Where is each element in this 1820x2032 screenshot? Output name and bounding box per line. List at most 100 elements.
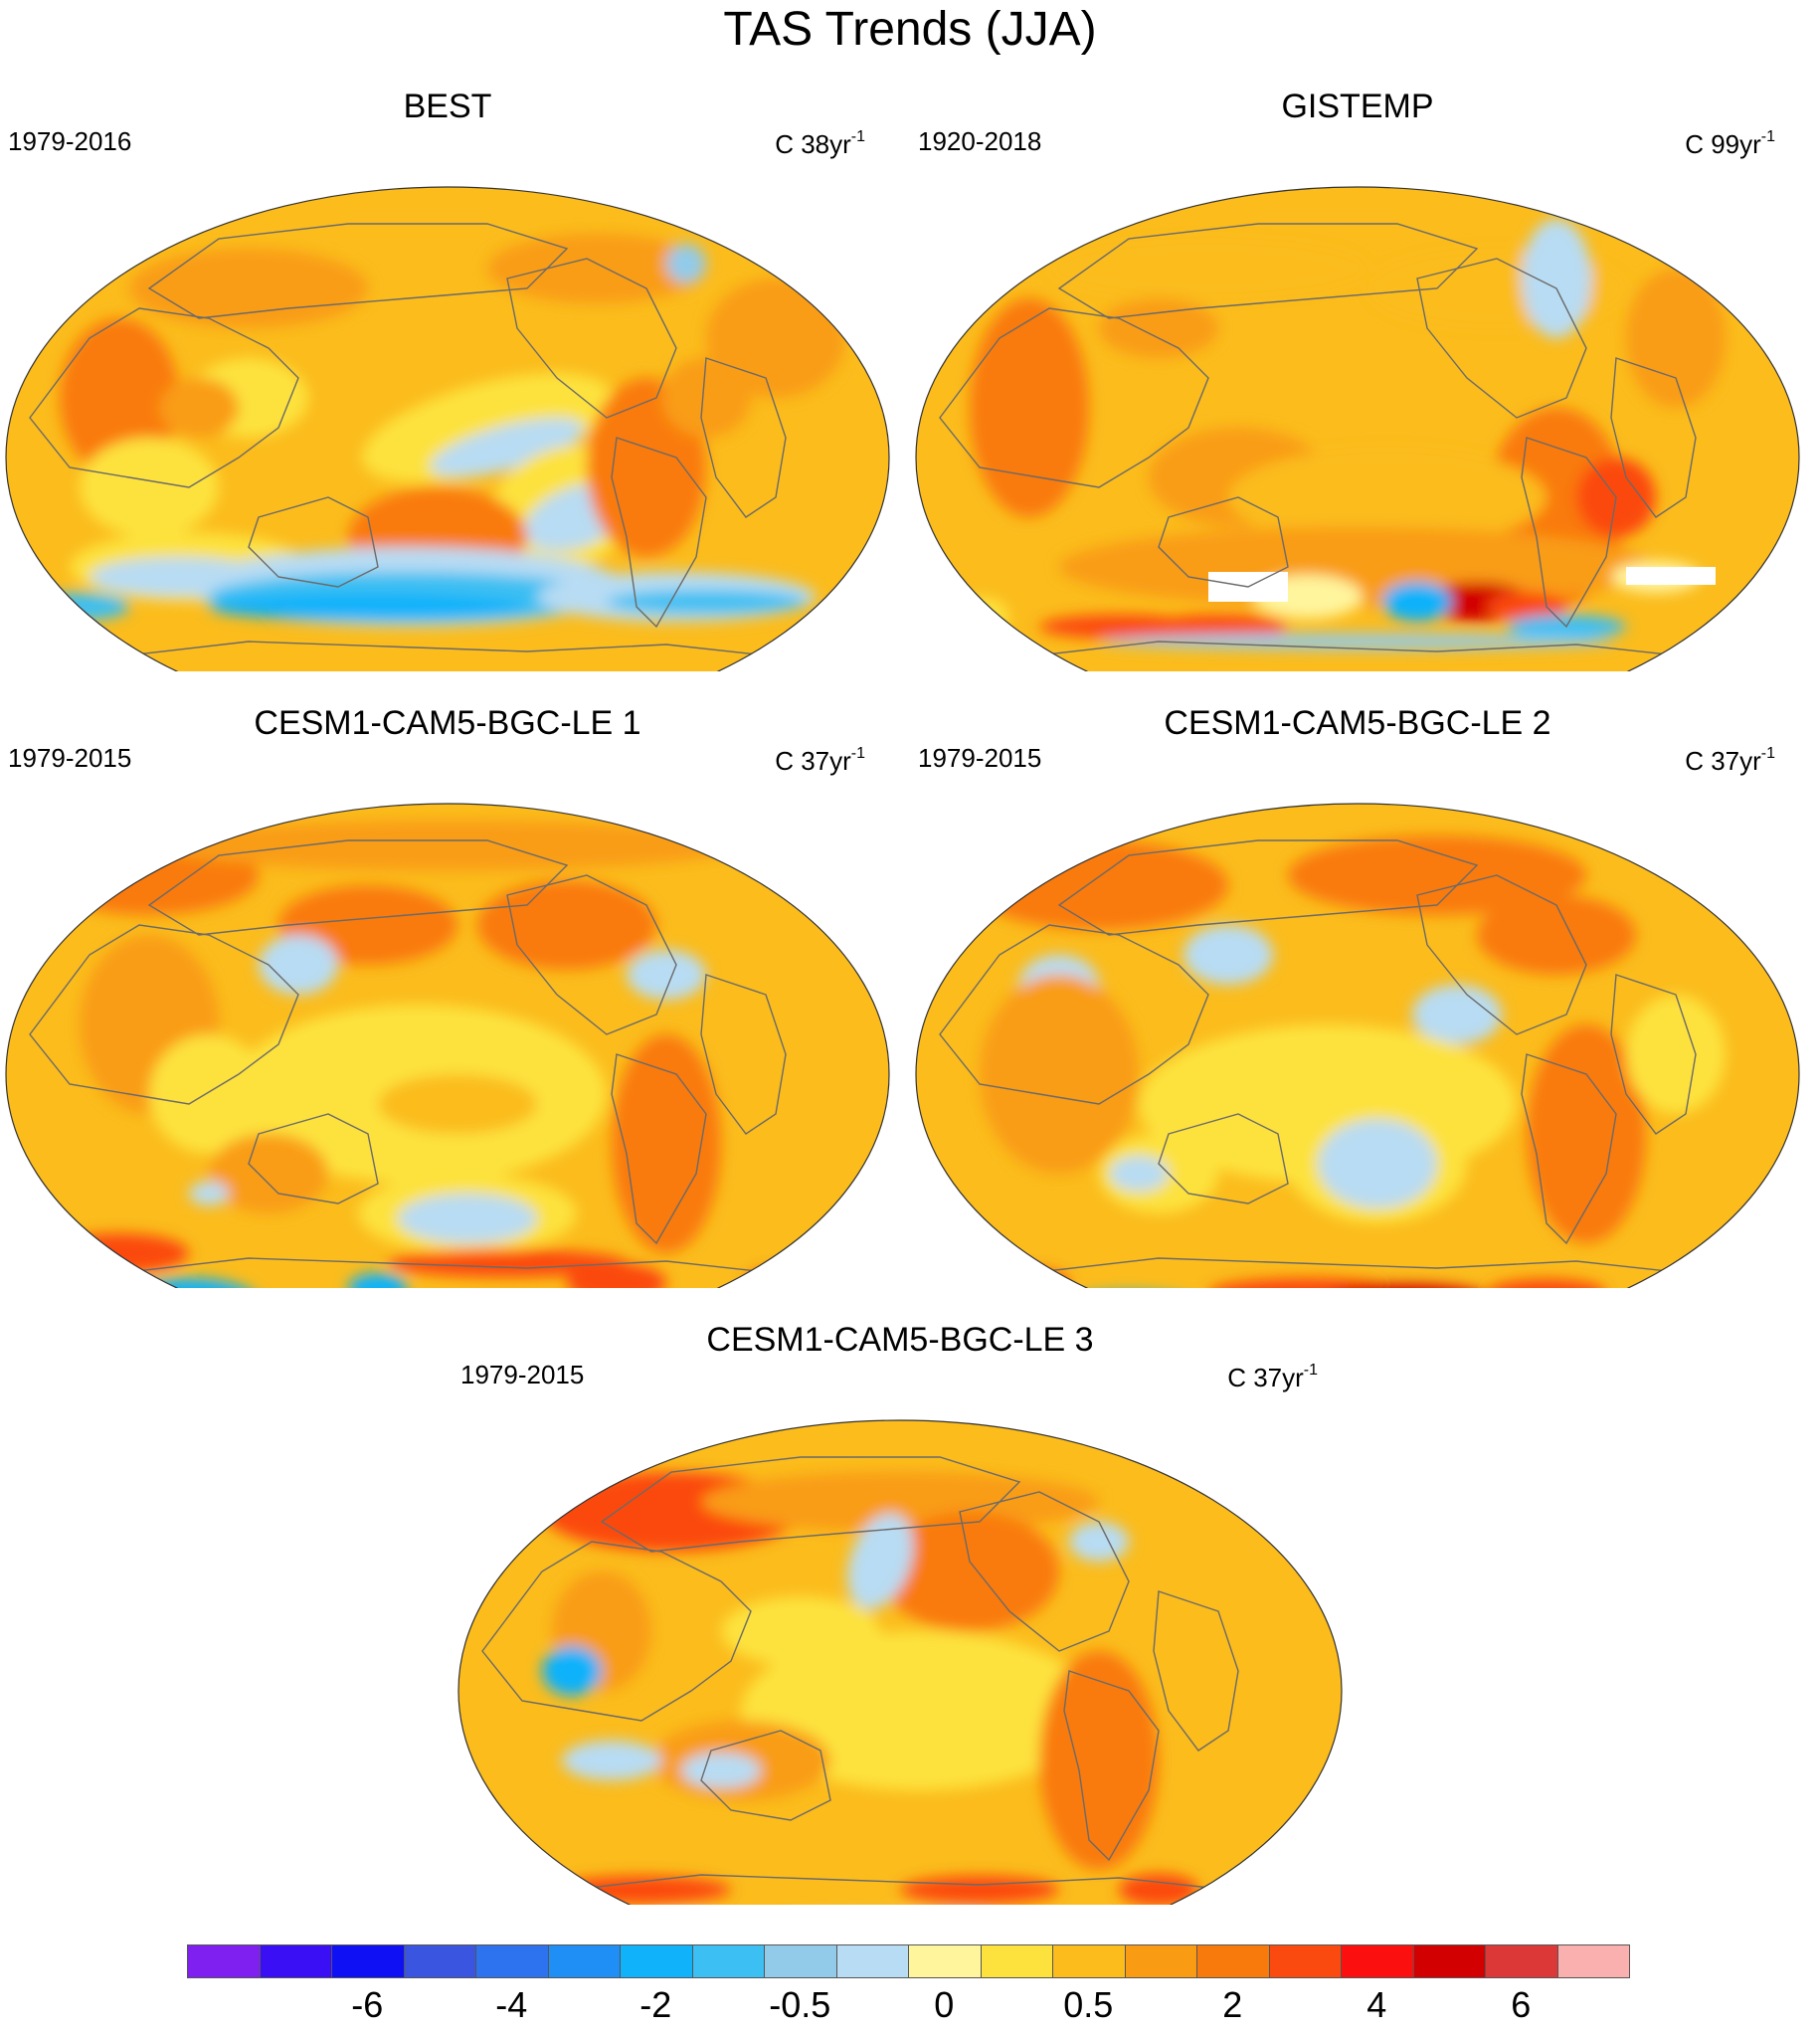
trend-region — [980, 975, 1139, 1174]
coastline — [611, 1053, 707, 1245]
coastline — [1158, 496, 1289, 588]
units-exponent: -1 — [1303, 1362, 1318, 1379]
colorbar-tick-label: 0 — [934, 1984, 955, 2025]
units-text: C 99yr — [1685, 129, 1761, 159]
coastline — [117, 1257, 778, 1288]
colorbar-swatch — [1124, 1944, 1197, 1978]
trend-region — [741, 1631, 1099, 1790]
trend-region — [847, 1513, 913, 1610]
map-plot — [457, 1419, 1343, 1905]
colorbar-swatch — [835, 1944, 909, 1978]
trend-region — [1626, 995, 1726, 1114]
trend-region — [477, 880, 656, 970]
trend-region — [562, 1741, 661, 1780]
trend-region — [361, 373, 614, 482]
trend-region — [1149, 615, 1288, 639]
coastline — [506, 258, 677, 419]
coastline — [147, 839, 569, 936]
coastline — [248, 496, 379, 588]
trend-region — [388, 1249, 627, 1277]
trend-region — [746, 1269, 806, 1288]
colorbar-swatch — [980, 1944, 1053, 1978]
trend-region — [189, 1182, 229, 1205]
coastline — [481, 1541, 752, 1722]
map-panel-5: CESM1-CAM5-BGC-LE 3 1979-2015 C 37yr-1 — [453, 1318, 1348, 1905]
panel-units: C 37yr-1 — [1227, 1354, 1318, 1394]
colorbar-tick-label: -6 — [351, 1984, 384, 2025]
panel-units: C 37yr-1 — [775, 737, 865, 778]
coastlines — [29, 223, 787, 671]
coastline — [570, 1874, 1230, 1905]
coastline — [29, 924, 299, 1105]
trend-region — [1487, 1279, 1606, 1288]
coastline — [1521, 437, 1617, 629]
trend-field — [950, 219, 1726, 649]
colorbar-swatch — [475, 1944, 549, 1978]
trend-field — [970, 835, 1726, 1288]
trend-region — [1208, 1278, 1407, 1288]
trend-region — [430, 418, 585, 477]
units-text: C 37yr — [1685, 746, 1761, 776]
trend-field — [542, 1472, 1198, 1905]
panel-period: 1920-2018 — [918, 126, 1042, 156]
panel-units: C 37yr-1 — [1685, 737, 1775, 778]
units-text: C 37yr — [775, 746, 851, 776]
panel-units: C 99yr-1 — [1685, 120, 1775, 161]
coastline — [700, 1730, 831, 1821]
colorbar-swatch — [1556, 1944, 1630, 1978]
colorbar-tick-label: 4 — [1366, 1984, 1387, 2025]
coastline — [1521, 1053, 1617, 1245]
colorbar-swatch — [547, 1944, 621, 1978]
colorbar-swatch — [403, 1944, 476, 1978]
colorbar-tick-label: 6 — [1511, 1984, 1532, 2025]
trend-region — [970, 298, 1089, 517]
coastline — [1610, 357, 1697, 518]
coastline — [248, 1113, 379, 1204]
coastline — [700, 357, 787, 518]
colorbar-swatch — [691, 1944, 765, 1978]
coastline — [1158, 1113, 1289, 1204]
panel-units: C 38yr-1 — [775, 120, 865, 161]
panel-title: CESM1-CAM5-BGC-LE 3 — [706, 1321, 1094, 1359]
panel-title: CESM1-CAM5-BGC-LE 1 — [254, 704, 641, 742]
colorbar-swatch — [1412, 1944, 1486, 1978]
trend-region — [487, 234, 706, 303]
trend-region — [1228, 448, 1547, 547]
colorbar-swatch — [1485, 1944, 1558, 1978]
trend-region — [1099, 298, 1218, 358]
figure-title: TAS Trends (JJA) — [723, 3, 1097, 56]
map-panel-3: CESM1-CAM5-BGC-LE 1 1979-2015 C 37yr-1 — [0, 701, 895, 1288]
units-exponent: -1 — [850, 128, 865, 145]
map-panel-4: CESM1-CAM5-BGC-LE 2 1979-2015 C 37yr-1 — [910, 701, 1805, 1288]
trend-region — [1049, 239, 1367, 298]
coastlines — [939, 223, 1697, 671]
map-plot — [915, 803, 1800, 1288]
coastline — [29, 307, 299, 488]
colorbar-tick-label: -4 — [495, 1984, 528, 2025]
coastline — [1416, 874, 1587, 1035]
colorbar-swatch — [908, 1944, 982, 1978]
map-panel-2: GISTEMP 1920-2018 C 99yr-1 — [910, 85, 1805, 671]
coastlines — [939, 839, 1697, 1288]
colorbar-swatch — [331, 1944, 405, 1978]
map-panel-1: BEST 1979-2016 C 38yr-1 — [0, 85, 895, 671]
trend-region — [149, 1034, 269, 1154]
map-plot — [915, 186, 1800, 671]
map-border — [5, 803, 890, 1288]
trend-region — [1477, 895, 1636, 975]
trend-region — [706, 278, 845, 398]
panel-period: 1979-2016 — [8, 126, 132, 156]
trend-region — [1318, 1119, 1437, 1208]
coastline — [600, 1456, 1021, 1553]
colorbar-swatch — [1196, 1944, 1270, 1978]
coastline — [117, 641, 778, 671]
coastline — [1063, 1670, 1160, 1862]
trend-region — [900, 1876, 1059, 1904]
trend-region — [1069, 1522, 1129, 1562]
coastline — [611, 437, 707, 629]
trend-region — [607, 590, 806, 614]
coastline — [939, 307, 1209, 488]
map-border — [915, 186, 1800, 671]
colorbar-swatch — [1341, 1944, 1414, 1978]
coastlines — [481, 1456, 1239, 1905]
